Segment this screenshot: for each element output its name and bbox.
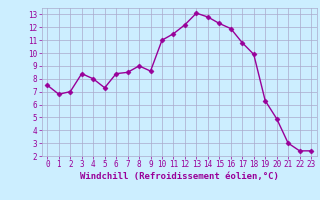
X-axis label: Windchill (Refroidissement éolien,°C): Windchill (Refroidissement éolien,°C) (80, 172, 279, 181)
